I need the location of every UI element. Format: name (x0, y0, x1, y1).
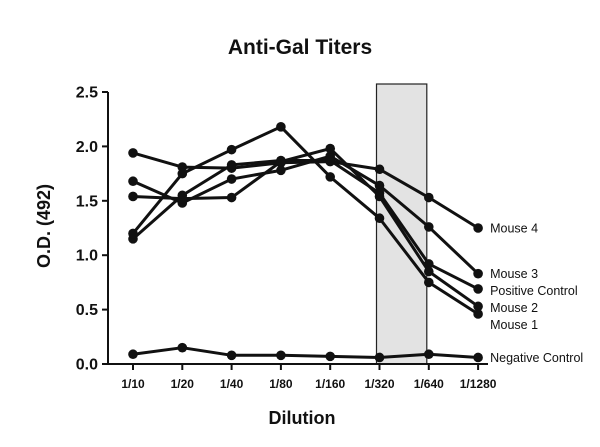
data-point (374, 213, 385, 224)
data-point (374, 191, 385, 202)
data-point (177, 168, 188, 179)
x-tick-label: 1/1280 (460, 377, 497, 391)
y-tick-label: 0.0 (76, 357, 98, 374)
data-point (473, 268, 483, 279)
x-tick-label: 1/80 (269, 377, 293, 391)
data-point (473, 223, 483, 233)
data-point (473, 352, 483, 363)
data-point (128, 191, 138, 202)
data-point (325, 155, 336, 166)
data-point (325, 143, 336, 154)
series-layer (128, 122, 483, 363)
data-point (276, 122, 286, 132)
x-tick-label: 1/40 (220, 377, 244, 391)
series-label: Mouse 2 (490, 301, 538, 315)
data-point (226, 350, 237, 361)
series-line (131, 125, 479, 316)
series-label: Positive Control (490, 284, 578, 298)
data-point (325, 172, 336, 182)
data-point (374, 164, 385, 175)
x-axis-title: Dilution (269, 408, 336, 428)
y-tick-label: 1.5 (76, 193, 98, 210)
x-tick-label: 1/20 (171, 377, 195, 391)
data-point (424, 222, 434, 232)
series-label: Mouse 1 (490, 318, 538, 332)
series-label: Mouse 3 (490, 267, 538, 281)
series-mouse-2 (128, 143, 483, 312)
y-tick-label: 2.5 (76, 85, 98, 102)
series-line (132, 147, 479, 308)
data-point (325, 351, 336, 362)
y-tick-label: 2.0 (76, 139, 98, 156)
data-point (128, 148, 138, 158)
data-point (226, 144, 237, 155)
series-label: Mouse 4 (490, 222, 538, 236)
x-tick-label: 1/10 (121, 377, 145, 391)
series-line (132, 159, 479, 291)
data-point (473, 301, 483, 312)
x-tick-label: 1/640 (414, 377, 444, 391)
data-point (128, 228, 138, 239)
y-tick-label: 1.0 (76, 248, 98, 265)
data-point (226, 192, 237, 203)
data-point (226, 174, 237, 184)
data-point (424, 192, 434, 203)
data-point (276, 350, 286, 361)
series-line (132, 346, 479, 359)
data-point (226, 160, 237, 170)
series-positive-control (128, 155, 483, 294)
chart-title: Anti-Gal Titers (228, 36, 372, 59)
y-tick-layer: 0.0 0.5 1.0 1.5 2.0 2.5 (76, 85, 108, 374)
y-tick-label: 0.5 (76, 302, 98, 319)
data-point (177, 193, 188, 204)
data-point (473, 284, 483, 294)
x-tick-label: 1/320 (364, 377, 394, 391)
x-tick-label: 1/160 (315, 377, 345, 391)
data-point (424, 277, 434, 288)
data-point (276, 156, 286, 167)
series-label: Negative Control (490, 351, 583, 365)
y-axis-title: O.D. (492) (34, 184, 54, 268)
data-point (424, 266, 434, 277)
series-label-layer: Mouse 4 Mouse 3 Positive Control Mouse 2 Mou… (490, 222, 583, 365)
data-point (424, 349, 434, 360)
x-tick-layer: 1/10 1/20 1/40 1/80 1/160 1/320 1/640 1/1280 (121, 364, 497, 391)
series-mouse-1 (128, 122, 483, 319)
data-point (374, 180, 385, 191)
data-point (374, 352, 385, 363)
series-negative-control (128, 342, 483, 363)
data-point (177, 342, 188, 353)
data-point (473, 309, 483, 319)
data-point (128, 176, 138, 187)
data-point (128, 349, 138, 360)
data-point (276, 165, 286, 176)
